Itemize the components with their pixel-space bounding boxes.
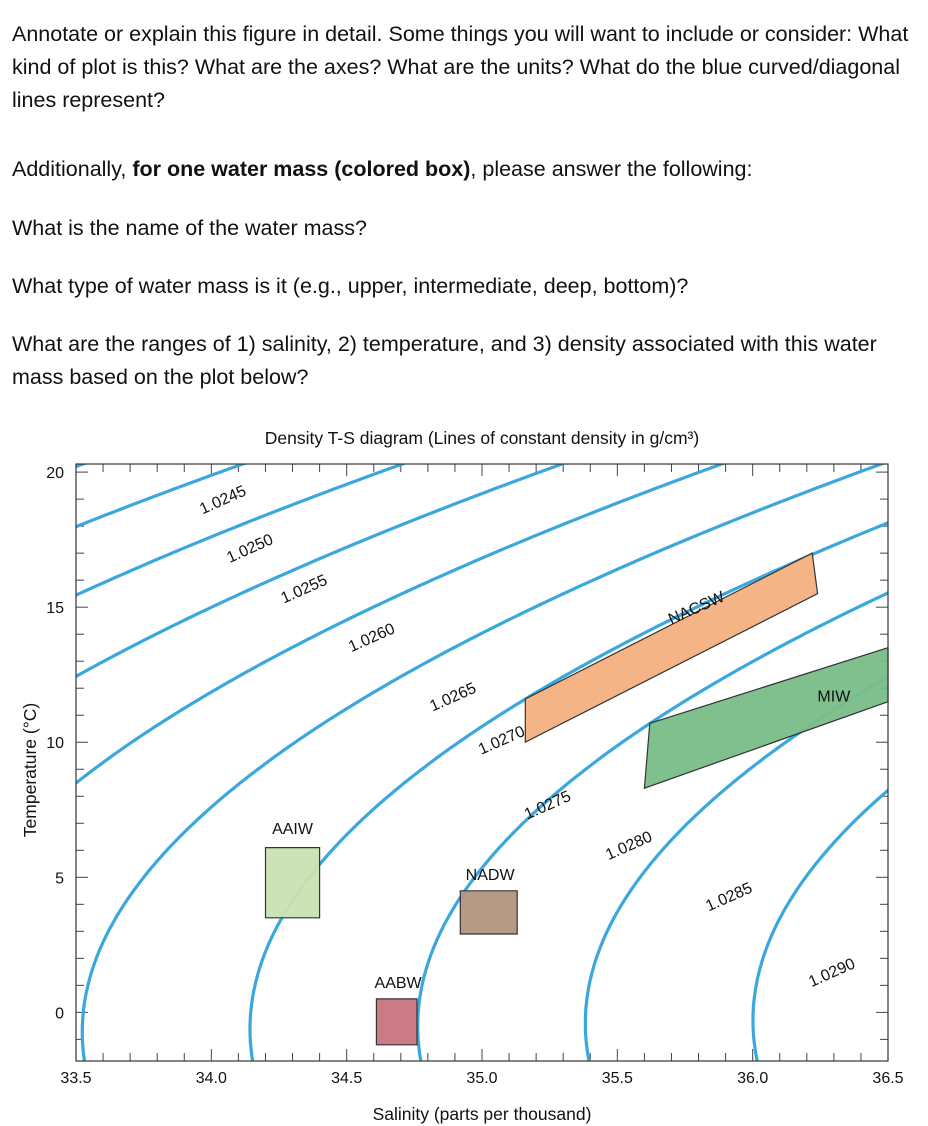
x-tick-label: 33.5 [60,1070,91,1087]
plot-frame [75,463,889,1062]
isopycnal-line-1.0250 [76,464,248,529]
isopycnal-layer [76,464,888,1061]
x-tick-label: 35.5 [602,1070,633,1087]
water-mass-miw [643,646,889,790]
y-tick-label: 5 [55,870,64,887]
isopycnal-label: 1.0285 [703,880,755,915]
y-tick-label: 20 [46,465,64,482]
water-mass-layer [264,552,889,1046]
isopycnal-line-1.0265 [76,464,727,786]
isopycnal-line-1.0290 [751,788,888,1061]
water-mass-label: MIW [817,689,851,706]
isopycnal-label: 1.0260 [346,620,398,655]
isopycnal-label: 1.0265 [427,680,479,715]
y-tick-label: 0 [55,1005,64,1022]
isopycnal-label: 1.0270 [476,723,528,758]
water-mass-nadw [459,890,518,935]
x-tick-label: 36.0 [737,1070,768,1087]
water-mass-label: AABW [375,975,423,992]
intro-suffix: , please answer the following: [470,157,753,181]
y-tick-label: 10 [46,735,64,752]
isopycnal-label: 1.0280 [603,828,655,863]
y-axis-label: Temperature (°C) [20,703,40,837]
isopycnal-label: 1.0290 [806,955,858,990]
x-tick-label: 36.5 [872,1070,903,1087]
isopycnal-label: 1.0245 [197,483,249,518]
water-mass-label: NADW [466,867,516,884]
intro-prefix: Additionally, [12,157,133,181]
isopycnal-line-1.0280 [416,591,888,1061]
x-tick-label: 34.5 [331,1070,362,1087]
prompt-instructions: Annotate or explain this figure in detai… [12,22,909,112]
y-tick-label: 15 [46,600,64,617]
tick-layer: 33.5 34.0 34.5 35.0 35.5 36.0 36.5 0 5 10 15 20 [46,464,904,1087]
isopycnal-label: 1.0250 [224,531,276,566]
chart-title: Density T-S diagram (Lines of constant d… [265,428,699,448]
water-mass-nacsw [524,552,819,744]
question-ranges: What are the ranges of 1) salinity, 2) t… [12,332,877,389]
water-mass-aaiw [264,847,321,919]
isopycnal-line-1.0245 [76,464,88,469]
x-axis-label: Salinity (parts per thousand) [373,1104,592,1124]
question-type: What type of water mass is it (e.g., upp… [12,274,689,298]
isopycnal-line-1.0285 [583,675,888,1061]
isopycnal-line-1.0270 [80,464,886,1061]
x-tick-label: 35.0 [466,1070,497,1087]
isopycnal-line-1.0260 [76,464,567,679]
ts-diagram: Density T-S diagram (Lines of constant d… [20,428,904,1124]
question-name: What is the name of the water mass? [12,216,367,240]
isopycnal-line-1.0255 [76,464,408,597]
isopycnal-label: 1.0255 [278,572,330,607]
x-tick-label: 34.0 [196,1070,227,1087]
prompt-water-mass-intro: Additionally, for one water mass (colore… [12,153,917,186]
water-mass-aabw [375,998,418,1046]
isopycnal-label: 1.0275 [522,788,574,823]
water-mass-label: AAIW [272,821,314,838]
intro-bold: for one water mass (colored box) [132,157,471,181]
